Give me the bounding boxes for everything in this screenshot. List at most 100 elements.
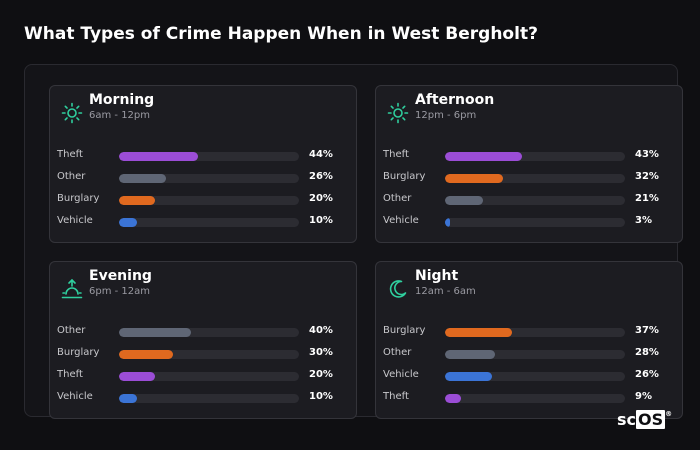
- bar: [119, 152, 199, 161]
- logo-boxed: OS: [636, 410, 666, 429]
- bar-value-label: 43%: [635, 149, 659, 160]
- page-title: What Types of Crime Happen When in West …: [24, 24, 538, 44]
- bar-label: Other: [57, 171, 86, 182]
- card-title: Morning: [89, 92, 155, 108]
- sun-icon: [61, 102, 83, 124]
- bar-row: Other 28%: [376, 346, 682, 362]
- bar: [119, 350, 173, 359]
- bar-label: Other: [383, 347, 412, 358]
- bar: [445, 394, 462, 403]
- bar-value-label: 37%: [635, 325, 659, 336]
- bar-label: Vehicle: [57, 215, 93, 226]
- brand-logo: sc OS ®: [617, 410, 672, 429]
- bar-row: Other 21%: [376, 192, 682, 208]
- bar-track: [445, 152, 625, 161]
- logo-mark: ®: [665, 410, 673, 418]
- bar-value-label: 20%: [309, 193, 333, 204]
- card-night: Night 12am - 6am Burglary 37% Other 28% Vehi…: [375, 261, 683, 419]
- bar: [119, 196, 155, 205]
- bar-track: [445, 394, 625, 403]
- bar-value-label: 44%: [309, 149, 333, 160]
- bar-track: [445, 372, 625, 381]
- bar-label: Burglary: [57, 193, 100, 204]
- bar-row: Theft 43%: [376, 148, 682, 164]
- card-title: Night: [415, 268, 459, 284]
- bar-row: Vehicle 10%: [50, 390, 356, 406]
- bar-track: [119, 218, 299, 227]
- bar: [445, 218, 451, 227]
- bar-track: [119, 152, 299, 161]
- bar-value-label: 10%: [309, 391, 333, 402]
- bar-track: [119, 174, 299, 183]
- moon-icon: [387, 278, 409, 300]
- bar: [119, 174, 166, 183]
- bar-row: Vehicle 26%: [376, 368, 682, 384]
- bar-row: Vehicle 3%: [376, 214, 682, 230]
- card-subtitle: 6am - 12pm: [89, 110, 151, 121]
- bar: [445, 328, 512, 337]
- bar-value-label: 10%: [309, 215, 333, 226]
- bar-value-label: 21%: [635, 193, 659, 204]
- bar-label: Burglary: [57, 347, 100, 358]
- bar-label: Vehicle: [383, 215, 419, 226]
- bar-row: Vehicle 10%: [50, 214, 356, 230]
- bar-track: [119, 196, 299, 205]
- card-afternoon: Afternoon 12pm - 6pm Theft 43% Burglary 32%…: [375, 85, 683, 243]
- bar-label: Other: [383, 193, 412, 204]
- bar-label: Vehicle: [383, 369, 419, 380]
- bar-row: Theft 20%: [50, 368, 356, 384]
- bar-row: Burglary 32%: [376, 170, 682, 186]
- bar: [119, 372, 155, 381]
- bar-label: Vehicle: [57, 391, 93, 402]
- bar-row: Other 26%: [50, 170, 356, 186]
- bar-track: [445, 174, 625, 183]
- bar: [119, 218, 137, 227]
- card-subtitle: 12pm - 6pm: [415, 110, 477, 121]
- bar: [445, 196, 483, 205]
- bar-value-label: 32%: [635, 171, 659, 182]
- bar-label: Theft: [57, 149, 83, 160]
- bar-value-label: 40%: [309, 325, 333, 336]
- bar-track: [119, 372, 299, 381]
- bar-row: Other 40%: [50, 324, 356, 340]
- bar: [119, 394, 137, 403]
- sun-icon: [387, 102, 409, 124]
- bar-row: Burglary 30%: [50, 346, 356, 362]
- bar-track: [119, 350, 299, 359]
- bar-track: [445, 218, 625, 227]
- bar-value-label: 26%: [635, 369, 659, 380]
- bar-label: Theft: [383, 391, 409, 402]
- card-evening: Evening 6pm - 12am Other 40% Burglary 30% Th…: [49, 261, 357, 419]
- bar-row: Theft 9%: [376, 390, 682, 406]
- bar-value-label: 9%: [635, 391, 652, 402]
- bar-value-label: 30%: [309, 347, 333, 358]
- bar-row: Burglary 37%: [376, 324, 682, 340]
- bar-value-label: 26%: [309, 171, 333, 182]
- bar-value-label: 20%: [309, 369, 333, 380]
- bar-row: Burglary 20%: [50, 192, 356, 208]
- bar-track: [445, 328, 625, 337]
- bar-track: [445, 196, 625, 205]
- bar-label: Other: [57, 325, 86, 336]
- bar-label: Theft: [57, 369, 83, 380]
- bar: [445, 174, 503, 183]
- card-title: Afternoon: [415, 92, 495, 108]
- bar-row: Theft 44%: [50, 148, 356, 164]
- bar-value-label: 3%: [635, 215, 652, 226]
- card-title: Evening: [89, 268, 152, 284]
- bar-value-label: 28%: [635, 347, 659, 358]
- card-morning: Morning 6am - 12pm Theft 44% Other 26% Burgl…: [49, 85, 357, 243]
- bar-label: Theft: [383, 149, 409, 160]
- bar: [445, 152, 523, 161]
- bar-label: Burglary: [383, 171, 426, 182]
- bar: [445, 350, 496, 359]
- bar-track: [445, 350, 625, 359]
- bar: [119, 328, 191, 337]
- logo-prefix: sc: [617, 410, 637, 429]
- card-subtitle: 6pm - 12am: [89, 286, 151, 297]
- card-subtitle: 12am - 6am: [415, 286, 476, 297]
- bar-track: [119, 394, 299, 403]
- bar-track: [119, 328, 299, 337]
- bar: [445, 372, 492, 381]
- bar-label: Burglary: [383, 325, 426, 336]
